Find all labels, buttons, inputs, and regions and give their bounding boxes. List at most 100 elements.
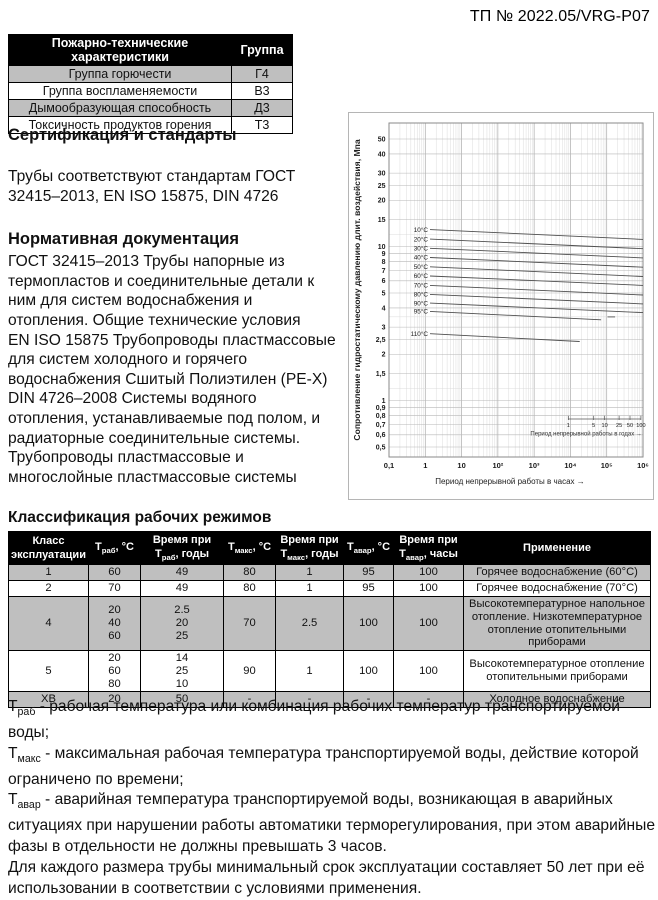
svg-text:25: 25 xyxy=(378,183,386,190)
svg-text:10²: 10² xyxy=(492,461,503,470)
class-table-cell-tmax: 80 xyxy=(223,564,276,582)
fire-characteristic-label: Токсичность продуктов горения xyxy=(8,116,232,134)
svg-text:10: 10 xyxy=(457,461,465,470)
normative-body: ГОСТ 32415–2013 Трубы напорные из термоп… xyxy=(8,253,336,486)
class-table-cell-vmax: 1 xyxy=(275,650,344,693)
class-table-cell-tmax: 90 xyxy=(223,650,276,693)
fire-table-row: Дымообразующая способность Д3 xyxy=(8,99,293,117)
class-table-cell-app: Высокотемпературное напольное отопление.… xyxy=(463,596,651,652)
temp-line-80°C xyxy=(429,293,644,305)
pressure-resistance-chart: 50 40 30 25 20 15 10 9 8 7 6 5 4 3 2,5 2 1,5 1 0,9 0,8 0,7 0,… xyxy=(348,112,654,500)
svg-text:9: 9 xyxy=(382,251,386,258)
class-table-cell-vavar: 100 xyxy=(393,596,464,652)
fire-table-row: Группа воспламеняемости В3 xyxy=(8,82,293,100)
svg-text:5: 5 xyxy=(382,290,386,297)
class-table-cell-tmax: 70 xyxy=(223,596,276,652)
svg-text:5: 5 xyxy=(592,423,595,429)
temp-line-label: 90°C xyxy=(414,299,429,307)
table-row: ХВ 20 50- - - - Холодное водоснабжение xyxy=(8,691,651,709)
class-table-cell-cls: 4 xyxy=(8,596,89,652)
fire-table-row: Группа горючести Г4 xyxy=(8,65,293,83)
temp-line-label: 50°C xyxy=(414,263,429,271)
class-table-header-cell: Класс эксплуатации xyxy=(8,530,89,566)
operating-modes-table: Класс эксплуатации Траб, °С Время при Траб, … xyxy=(8,530,651,709)
svg-text:7: 7 xyxy=(382,268,386,275)
fire-characteristic-label: Группа воспламеняемости xyxy=(8,82,232,100)
left-text-column: Сертификация и стандарты Трубы соответст… xyxy=(8,126,350,487)
svg-text:10: 10 xyxy=(378,244,386,251)
svg-text:50: 50 xyxy=(378,136,386,143)
fire-group-value: Д3 xyxy=(231,99,293,117)
temp-line-95°C xyxy=(429,310,602,321)
svg-text:15: 15 xyxy=(378,217,386,224)
class-table-cell-app: Горячее водоснабжение (70°С) xyxy=(463,580,651,598)
svg-text:10³: 10³ xyxy=(529,461,540,470)
class-table-cell-vmax: - xyxy=(275,691,344,709)
class-table-cell-cls: 1 xyxy=(8,564,89,582)
svg-text:4: 4 xyxy=(382,305,386,312)
class-table-cell-app: Горячее водоснабжение (60°С) xyxy=(463,564,651,582)
temp-line-20°C xyxy=(429,238,644,250)
x-axis-title: Период непрерывной работы в часах → xyxy=(435,477,585,486)
class-table-header-cell: Время при Тавар, часы xyxy=(393,530,464,566)
fire-characteristics-table: Пожарно-технические характеристики Групп… xyxy=(8,34,293,134)
table-row: 4 20 40 60 2.5 20 25 70 2.5 100 100 Высокотемпе… xyxy=(8,596,651,652)
svg-text:10⁵: 10⁵ xyxy=(601,461,613,470)
fire-group-value: В3 xyxy=(231,82,293,100)
fire-table-header-group: Группа xyxy=(231,34,293,66)
temp-line-label: 80°C xyxy=(414,291,429,299)
footnote: Тмакс - максимальная рабочая температура… xyxy=(8,744,639,788)
temp-line-label: 70°C xyxy=(414,282,429,290)
class-table-header-cell: Применение xyxy=(463,530,651,566)
certification-body: Трубы соответствуют стандартам ГОСТ 3241… xyxy=(8,168,296,205)
chart-svg: 5040302520151098765432,521,510,90,80,70,… xyxy=(352,122,649,486)
fire-group-value: Т3 xyxy=(231,116,293,134)
class-table-cell-trab: 60 xyxy=(88,564,141,582)
svg-text:100: 100 xyxy=(636,423,645,429)
class-table-cell-vavar: 100 xyxy=(393,580,464,598)
class-table-cell-tmax: 80 xyxy=(223,580,276,598)
class-table-cell-tmax: - xyxy=(223,691,276,709)
svg-text:0,1: 0,1 xyxy=(384,461,394,470)
svg-text:30: 30 xyxy=(378,171,386,178)
svg-text:10⁶: 10⁶ xyxy=(637,461,649,470)
document-reference: ТП № 2022.05/VRG-P07 xyxy=(469,8,650,25)
svg-text:0,9: 0,9 xyxy=(376,405,386,412)
class-table-header-cell: Тавар, °С xyxy=(343,530,394,566)
svg-text:10⁴: 10⁴ xyxy=(564,461,576,470)
fire-table-row: Токсичность продуктов горения Т3 xyxy=(8,116,293,134)
footnotes: Траб - рабочая температура или комбинаци… xyxy=(8,697,656,900)
class-table-cell-vavar: 100 xyxy=(393,650,464,693)
class-table-cell-tavar: 95 xyxy=(343,564,394,582)
svg-text:20: 20 xyxy=(378,198,386,205)
class-table-cell-vrab: 14 25 10 xyxy=(140,650,224,693)
table-row: 2 70 49 80 1 95 100 Горячее водоснабжение (70°С… xyxy=(8,580,651,598)
svg-text:1: 1 xyxy=(423,461,427,470)
svg-text:0,5: 0,5 xyxy=(376,444,386,451)
years-axis-label: Период непрерывной работы в годах → xyxy=(530,431,641,438)
fire-group-value: Г4 xyxy=(231,65,293,83)
svg-text:0,7: 0,7 xyxy=(376,422,386,429)
class-table-cell-vrab: 49 xyxy=(140,580,224,598)
temp-line-label: 110°C xyxy=(411,330,429,338)
svg-text:1: 1 xyxy=(382,398,386,405)
classification-heading: Классификация рабочих режимов xyxy=(8,509,272,526)
temp-line-label: 95°C xyxy=(414,308,429,316)
temp-line-70°C xyxy=(429,284,644,296)
svg-text:3: 3 xyxy=(382,325,386,332)
svg-text:6: 6 xyxy=(382,278,386,285)
svg-text:0,8: 0,8 xyxy=(376,413,386,420)
class-table-cell-vrab: 49 xyxy=(140,564,224,582)
temp-line-50°C xyxy=(429,266,644,277)
class-table-header-cell: Тмакс, °С xyxy=(223,530,276,566)
certification-heading: Сертификация и стандарты xyxy=(8,126,237,144)
fire-table-header-characteristics: Пожарно-технические характеристики xyxy=(8,34,232,66)
fire-table-header-row: Пожарно-технические характеристики Групп… xyxy=(8,34,293,66)
y-axis-title: Сопротивление гидростатическому давлению… xyxy=(352,139,362,440)
normative-heading: Нормативная документация xyxy=(8,230,240,249)
temp-line-110°C xyxy=(429,333,580,342)
class-table-cell-trab: 20 60 80 xyxy=(88,650,141,693)
class-table-cell-trab: 70 xyxy=(88,580,141,598)
table-row: 1 60 49 80 1 95 100 Горячее водоснабжение (60°С… xyxy=(8,564,651,582)
